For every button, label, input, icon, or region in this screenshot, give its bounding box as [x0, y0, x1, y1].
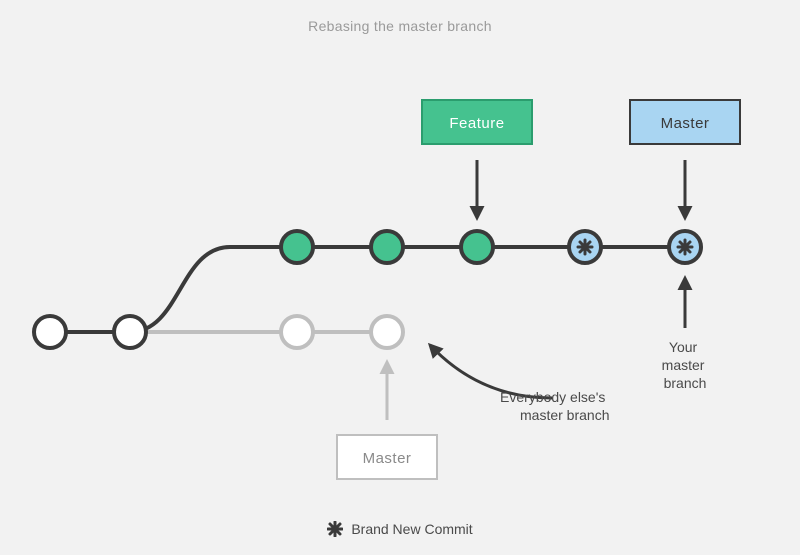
- commit-node-base-1: [114, 316, 146, 348]
- legend: Brand New Commit: [0, 521, 800, 537]
- commit-node-stale-0: [281, 316, 313, 348]
- svg-text:Master: Master: [661, 115, 710, 132]
- else-master-label: Everybody else's master branch: [500, 389, 609, 423]
- commit-node-new-1: [669, 231, 701, 263]
- legend-label: Brand New Commit: [351, 521, 472, 537]
- feature-badge: Feature: [422, 100, 532, 144]
- commit-node-feature-2: [461, 231, 493, 263]
- commit-node-new-0: [569, 231, 601, 263]
- commit-node-feature-1: [371, 231, 403, 263]
- asterisk-icon: [327, 521, 343, 537]
- master-bottom-badge: Master: [337, 435, 437, 479]
- rebase-diagram: Feature Master Your master branch Everyb…: [0, 0, 800, 555]
- your-master-label: Your master branch: [662, 339, 709, 391]
- commit-node-base-0: [34, 316, 66, 348]
- master-top-badge: Master: [630, 100, 740, 144]
- asterisk-icon: [678, 240, 692, 254]
- commit-node-stale-1: [371, 316, 403, 348]
- asterisk-icon: [578, 240, 592, 254]
- svg-text:Feature: Feature: [449, 115, 504, 132]
- commit-node-feature-0: [281, 231, 313, 263]
- svg-text:Master: Master: [363, 450, 412, 467]
